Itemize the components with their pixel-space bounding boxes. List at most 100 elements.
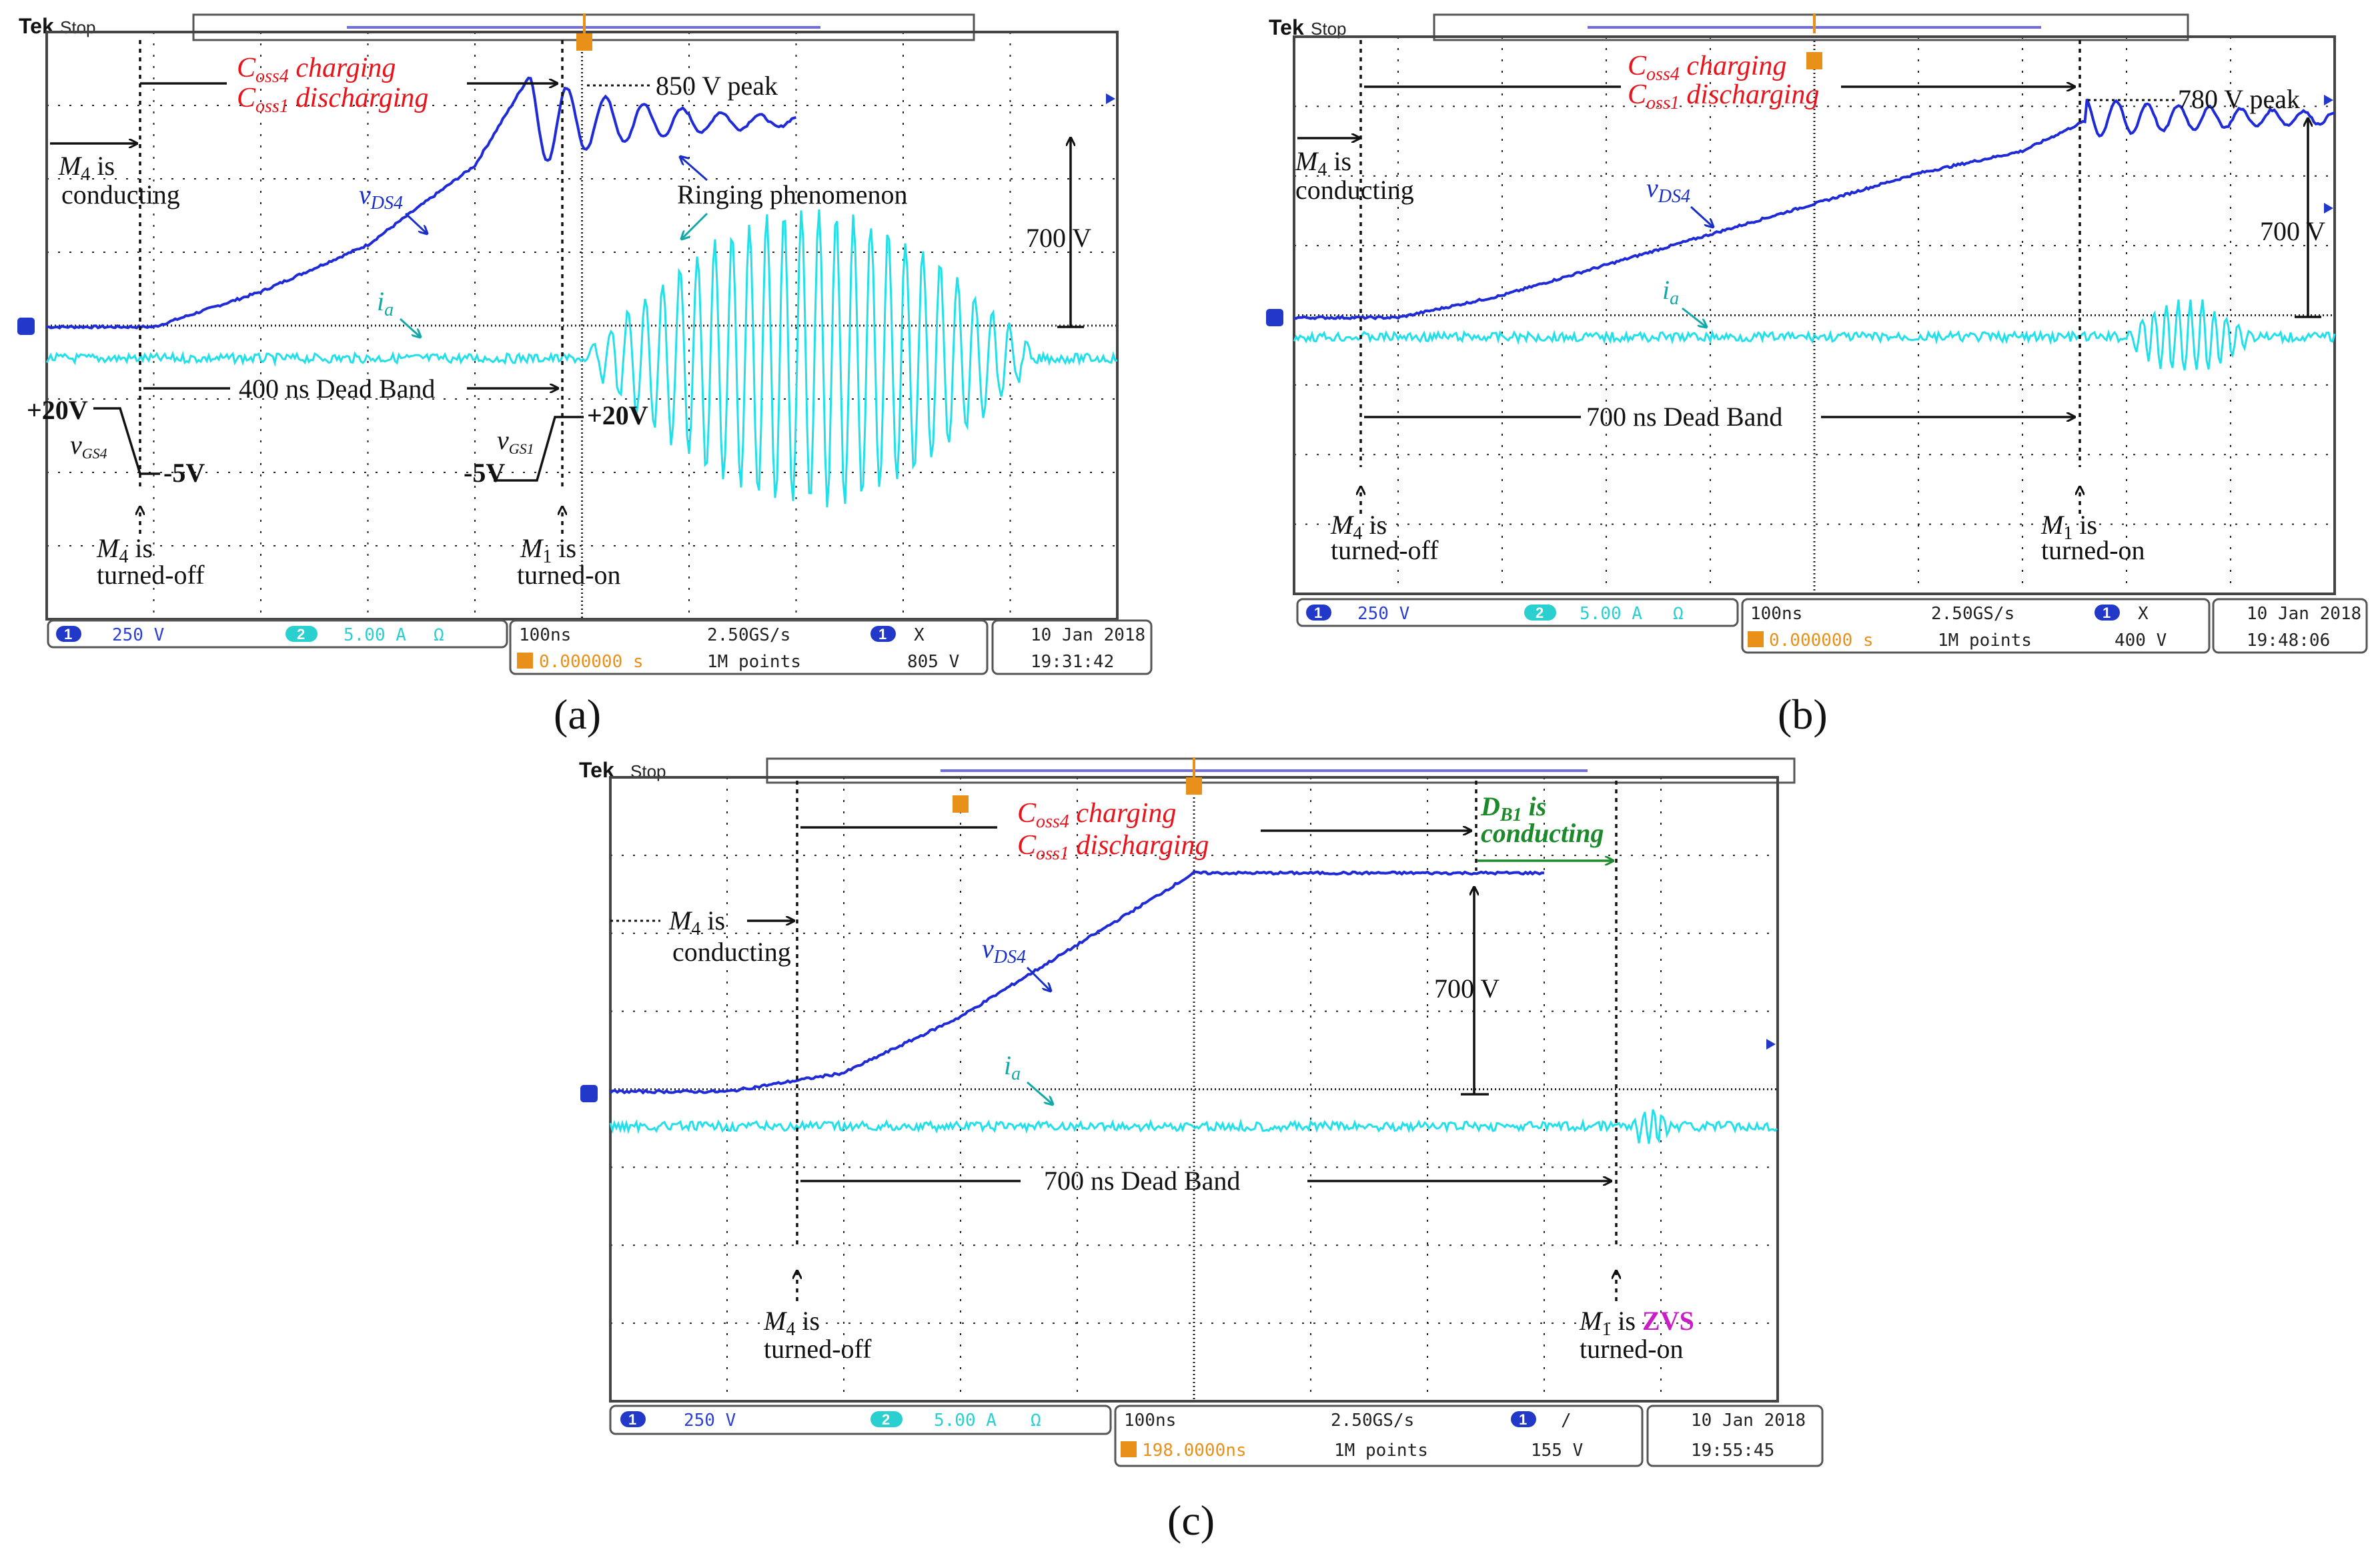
ia-trace-c [609, 1109, 1778, 1144]
trigger-type-a: X [914, 625, 925, 645]
m4-conducting-c: M4 is [668, 905, 725, 939]
trigger-ch-badge-num-c: 1 [1519, 1411, 1527, 1428]
ch1-badge-num-a: 1 [64, 626, 72, 643]
record-length-a: 1M points [707, 652, 801, 672]
ia-label-b: ia [1662, 275, 1679, 309]
ch1-offset-marker-b [2324, 95, 2333, 105]
coss1-text-a: Coss1 discharging [237, 83, 428, 117]
m4-off-line2-c: turned-off [764, 1334, 872, 1364]
date-b: 10 Jan 2018 [2247, 604, 2361, 624]
coss4-text-b: Coss4 charging [1628, 51, 1786, 85]
ia-trace-b [1293, 299, 2336, 371]
vgs4-high-a: +20V [27, 395, 88, 425]
time-a: 19:31:42 [1031, 652, 1114, 672]
m1-on-line2-a: turned-on [517, 560, 621, 590]
m4-off-c: M4 is [763, 1306, 820, 1340]
db1-text-line2-c: conducting [1481, 818, 1604, 848]
trigger-level-c: 155 V [1531, 1441, 1583, 1461]
m4-conducting-b: M4 is [1295, 146, 1351, 180]
coss1-text-c: Coss1 discharging [1017, 830, 1209, 864]
scope-panel-a: Tek Stop Coss4 charging Coss1 dischargin… [17, 13, 1153, 738]
sample-rate-b: 2.50GS/s [1931, 604, 2014, 624]
coss1-text-b: Coss1 discharging [1628, 79, 1819, 113]
scope-panel-c: Tek Stop Coss4 charging Coss1 dischargin… [579, 757, 1824, 1544]
vds4-pointer-b [1690, 206, 1713, 227]
trigger-ch-badge-num-b: 1 [2103, 605, 2111, 621]
trigger-pos-icon-a [517, 653, 533, 669]
timebase-box-b [1741, 598, 2211, 654]
ch1-offset-marker-c [1766, 1039, 1776, 1050]
timebase-box-c [1114, 1405, 1644, 1467]
panel-label-c: (c) [1167, 1497, 1215, 1544]
peak-label-b: 780 V peak [2178, 84, 2300, 114]
ringing-pointer-ia-a [682, 212, 708, 239]
timebase-box-a [509, 619, 989, 675]
timebase-a: 100ns [519, 625, 571, 645]
coss4-text-c: Coss4 charging [1017, 798, 1176, 832]
vgs1-label-a: vGS1 [497, 425, 534, 457]
ch2-ohm-b: Ω [1673, 604, 1684, 624]
vds4-pointer-a [404, 212, 427, 234]
ringing-pointer-a [680, 157, 708, 181]
ch1-badge-num-c: 1 [628, 1411, 636, 1428]
ch1-badge-c [620, 1411, 646, 1427]
m4-off-a: M4 is [96, 533, 153, 567]
ch2-badge-num-c: 2 [882, 1411, 890, 1428]
m1-on-line2-c: turned-on [1580, 1334, 1684, 1364]
m4-conducting-a: M4 is [58, 151, 115, 185]
vds4-label-c: vDS4 [982, 933, 1026, 967]
ch2-badge-num-b: 2 [1536, 605, 1544, 621]
ch2-scale-a: 5.00 A [344, 625, 406, 645]
datetime-box-c [1646, 1405, 1824, 1467]
db1-text-c: DB1 is [1480, 791, 1546, 825]
sample-rate-a: 2.50GS/s [707, 625, 790, 645]
ch1-badge-b [1306, 605, 1331, 621]
ch2-scale-b: 5.00 A [1580, 604, 1642, 624]
trigger-ch-badge-c [1511, 1411, 1536, 1427]
grid-a [47, 32, 1117, 619]
deadband-label-a: 400 ns Dead Band [239, 374, 435, 404]
grid-b [1294, 37, 2335, 594]
peak-label-a: 850 V peak [656, 71, 778, 101]
vds4-label-a: vDS4 [359, 179, 403, 214]
timebase-c: 100ns [1124, 1411, 1176, 1431]
trigger-flag-a [576, 33, 592, 51]
status-bar-b: 1 250 V 2 5.00 A Ω 100ns 2.50GS/s 1 X 0.… [1296, 598, 2368, 654]
ch2-offset-marker-b [2324, 203, 2333, 214]
level-label-c: 700 V [1434, 974, 1500, 1004]
level-label-b: 700 V [2260, 216, 2325, 246]
ia-pointer-a [399, 318, 420, 337]
tek-logo-c: Tek [579, 758, 614, 782]
date-a: 10 Jan 2018 [1031, 625, 1145, 645]
ch1-ground-marker-c [580, 1085, 598, 1102]
status-bar-c: 1 250 V 2 5.00 A Ω 100ns 2.50GS/s 1 / 19… [609, 1405, 1824, 1467]
vgs4-label-a: vGS4 [70, 430, 107, 462]
datetime-box-a [991, 619, 1153, 675]
m1-on-line2-b: turned-on [2041, 535, 2145, 565]
trigger-pos-flag-c [953, 795, 969, 813]
m4-off-line2-b: turned-off [1331, 535, 1439, 565]
ch2-badge-num-a: 2 [297, 626, 305, 643]
ch2-badge-c [870, 1411, 903, 1427]
record-length-c: 1M points [1334, 1441, 1428, 1461]
vgs1-low-a: -5V [464, 458, 505, 488]
ch2-badge-b [1524, 605, 1556, 621]
tek-logo-a: Tek [19, 14, 54, 38]
vds4-trace-b [1293, 98, 2335, 320]
trigger-pos-c: 198.0000ns [1142, 1441, 1247, 1461]
scope-panel-b: Tek Stop Coss4 charging Coss1 dischargin… [1266, 13, 2368, 738]
ch1-scale-c: 250 V [684, 1411, 736, 1431]
level-label-a: 700 V [1026, 223, 1091, 253]
channel-box-b [1296, 598, 1739, 627]
graticule-b [1293, 35, 2336, 595]
ch1-ground-marker-a [17, 318, 35, 335]
m4-conducting-line2-b: conducting [1295, 175, 1414, 205]
trigger-level-b: 400 V [2115, 631, 2167, 651]
m1-on-c: M1 is ZVS [1579, 1306, 1694, 1340]
trigger-type-c: / [1561, 1411, 1572, 1431]
m4-off-b: M4 is [1330, 510, 1387, 544]
channel-box-c [609, 1405, 1112, 1435]
vds4-trace-a [46, 76, 797, 330]
m1-on-b: M1 is [2040, 510, 2097, 544]
